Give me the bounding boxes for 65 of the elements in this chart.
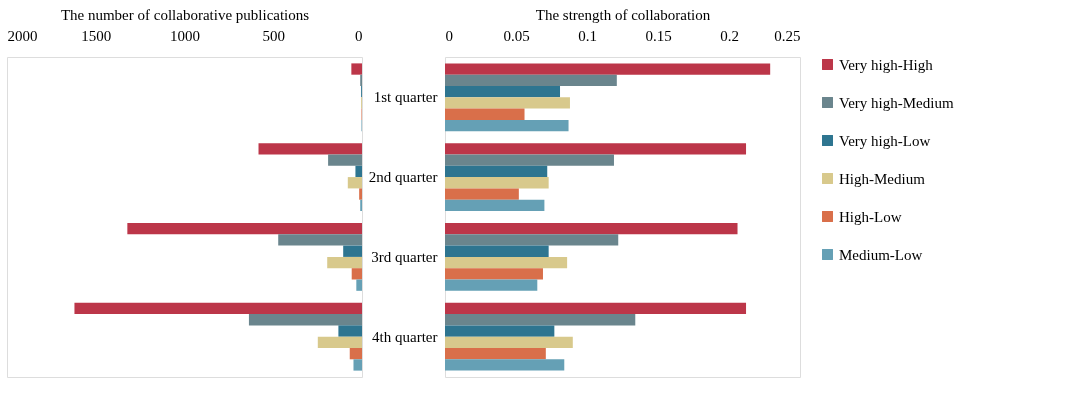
bar (258, 143, 362, 155)
bar (445, 256, 568, 269)
x-tick-label: 0.15 (645, 27, 672, 44)
legend-label: Medium-Low (839, 246, 923, 263)
bar (445, 97, 570, 109)
bar (349, 348, 362, 360)
bar (356, 279, 362, 291)
bar (445, 63, 771, 75)
bar (445, 199, 545, 212)
x-tick-label: 1000 (170, 27, 200, 44)
bar (445, 85, 561, 98)
x-tick-label: 1500 (81, 27, 112, 44)
x-axis-title: The strength of collaboration (535, 6, 711, 23)
y-tick-label: 3rd quarter (371, 248, 438, 265)
bar (445, 165, 548, 178)
bar (355, 165, 362, 178)
x-tick-label: 0.1 (578, 27, 597, 44)
x-axis-title: The number of collaborative publications (60, 6, 310, 23)
legend-label: Very high-Medium (839, 94, 954, 111)
x-tick-label: 500 (262, 27, 285, 44)
y-tick-label: 1st quarter (373, 89, 438, 106)
bar (278, 234, 362, 246)
bar (445, 188, 519, 200)
legend-label: Very high-High (839, 56, 934, 73)
x-tick-label: 0 (445, 27, 453, 44)
bar (445, 234, 619, 246)
x-tick-label: 0.2 (720, 27, 739, 44)
bar (445, 177, 549, 189)
x-tick-label: 0 (355, 27, 363, 44)
bar (445, 268, 543, 280)
bar (445, 314, 636, 326)
bar (359, 188, 362, 200)
bar (353, 359, 362, 371)
y-tick-label: 2nd quarter (368, 169, 438, 186)
bar (347, 177, 362, 189)
bar (445, 336, 573, 349)
legend-label: High-Medium (839, 170, 926, 187)
bar (351, 63, 362, 75)
bar (445, 108, 525, 120)
bar (445, 222, 738, 235)
bar (445, 119, 569, 132)
bar (338, 325, 362, 337)
bar (127, 222, 362, 235)
legend-label: Very high-Low (839, 132, 931, 149)
bar (74, 302, 362, 315)
bar (248, 314, 362, 326)
bar (445, 359, 565, 371)
bar (445, 325, 555, 337)
bar (445, 279, 538, 291)
y-tick-label: 4th quarter (372, 328, 438, 345)
legend-label: High-Low (839, 208, 902, 225)
bar (317, 336, 362, 349)
bar (351, 268, 362, 280)
bar (445, 154, 614, 166)
bar (328, 154, 362, 166)
bar (445, 348, 546, 360)
x-tick-label: 2000 (7, 27, 38, 44)
bar (343, 245, 362, 257)
x-tick-label: 0.25 (774, 27, 801, 44)
bar (445, 74, 617, 86)
bar (327, 256, 362, 269)
bar (445, 245, 549, 257)
bar (445, 143, 747, 155)
x-tick-label: 0.05 (503, 27, 530, 44)
bar (445, 302, 747, 315)
